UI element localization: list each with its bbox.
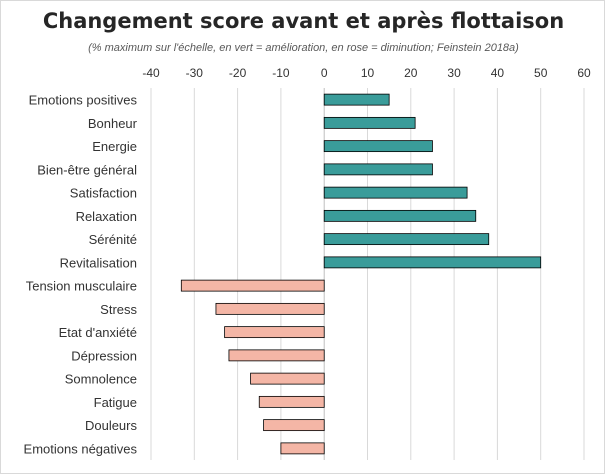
category-label: Emotions positives <box>29 93 138 108</box>
category-label: Energie <box>92 139 137 154</box>
category-label: Fatigue <box>94 395 137 410</box>
x-tick-label: 50 <box>534 66 548 80</box>
x-tick-label: 40 <box>491 66 505 80</box>
x-tick-label: 0 <box>321 66 328 80</box>
x-tick-label: 10 <box>361 66 375 80</box>
x-tick-label: -30 <box>186 66 204 80</box>
bar <box>215 302 325 315</box>
category-label: Stress <box>100 302 137 317</box>
category-label: Relaxation <box>76 209 137 224</box>
tick-label-layer: -40 -30 -20 -10 0 10 20 30 40 50 60 <box>142 66 591 80</box>
category-label: Etat d'anxiété <box>59 325 137 340</box>
bar <box>323 209 477 222</box>
bar <box>228 349 325 362</box>
x-tick-label: 60 <box>577 66 591 80</box>
category-label: Bonheur <box>88 116 138 131</box>
category-label: Satisfaction <box>70 186 137 201</box>
x-tick-label: -10 <box>272 66 290 80</box>
chart-title: Changement score avant et après flottais… <box>42 9 565 33</box>
category-label: Revitalisation <box>60 255 137 270</box>
bar <box>323 116 416 129</box>
x-tick-label: -20 <box>229 66 247 80</box>
x-tick-label: 20 <box>404 66 418 80</box>
bar <box>280 442 325 455</box>
bar <box>263 419 325 432</box>
category-label: Sérénité <box>89 232 137 247</box>
category-label: Douleurs <box>85 418 138 433</box>
bar <box>323 186 468 199</box>
bar <box>180 279 325 292</box>
chart-subtitle: (% maximum sur l'échelle, en vert = amél… <box>88 42 519 54</box>
category-label: Emotions négatives <box>24 441 138 456</box>
bar-layer <box>180 93 542 455</box>
bar <box>224 326 325 339</box>
category-label: Tension musculaire <box>26 279 137 294</box>
bar <box>323 140 433 153</box>
x-tick-label: -40 <box>142 66 160 80</box>
bar <box>258 395 325 408</box>
category-label: Dépression <box>71 348 137 363</box>
bar <box>250 372 325 385</box>
bar <box>323 256 542 269</box>
category-label: Somnolence <box>65 372 137 387</box>
bar <box>323 233 490 246</box>
x-tick-label: 30 <box>447 66 461 80</box>
category-label: Bien-être général <box>37 162 137 177</box>
bar <box>323 163 433 176</box>
bar <box>323 93 390 106</box>
category-label-layer: Emotions positives Bonheur Energie Bien-êtr… <box>24 93 138 457</box>
